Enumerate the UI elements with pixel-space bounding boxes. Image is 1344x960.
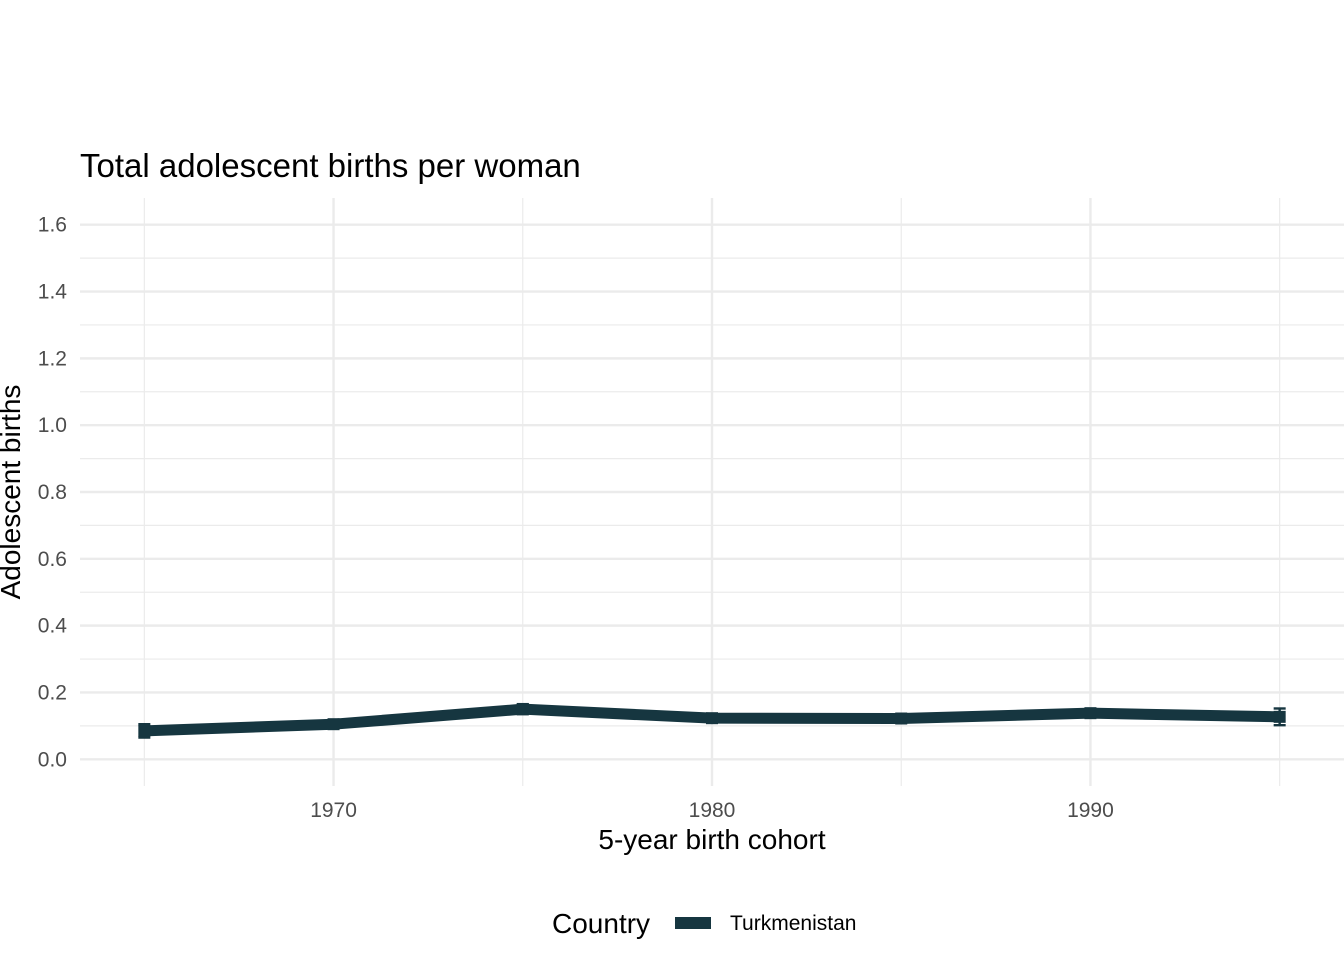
legend-title: Country: [552, 908, 650, 939]
data-point: [327, 718, 340, 731]
x-tick-label: 1990: [1067, 799, 1114, 822]
chart-title: Total adolescent births per woman: [80, 147, 581, 184]
x-tick-label: 1980: [689, 799, 736, 822]
y-tick-label: 1.6: [38, 214, 67, 237]
x-tick-labels: 1970 1980 1990: [310, 799, 1114, 822]
series-layer: [138, 702, 1286, 739]
y-axis-title: Adolescent births: [0, 385, 26, 600]
y-tick-label: 0.0: [38, 748, 67, 771]
y-tick-label: 0.2: [38, 681, 67, 704]
y-tick-label: 0.8: [38, 481, 67, 504]
data-point: [138, 724, 151, 737]
y-tick-label: 0.6: [38, 548, 67, 571]
y-tick-label: 1.4: [38, 281, 68, 304]
x-axis-title: 5-year birth cohort: [598, 824, 825, 855]
legend: Country Turkmenistan: [552, 908, 856, 939]
data-point: [1273, 710, 1286, 723]
data-point: [1084, 707, 1097, 720]
y-tick-label: 1.0: [38, 414, 67, 437]
grid: [80, 198, 1344, 786]
legend-label-turkmenistan: Turkmenistan: [730, 912, 856, 935]
data-point: [706, 712, 718, 725]
data-point: [895, 712, 908, 725]
y-tick-labels: 0.0 0.2 0.4 0.6 0.8 1.0 1.2 1.4 1.6: [38, 214, 68, 772]
x-tick-label: 1970: [310, 799, 357, 822]
legend-key-turkmenistan: [675, 917, 711, 929]
y-tick-label: 0.4: [38, 615, 68, 638]
y-tick-label: 1.2: [38, 347, 67, 370]
data-point: [516, 703, 529, 716]
